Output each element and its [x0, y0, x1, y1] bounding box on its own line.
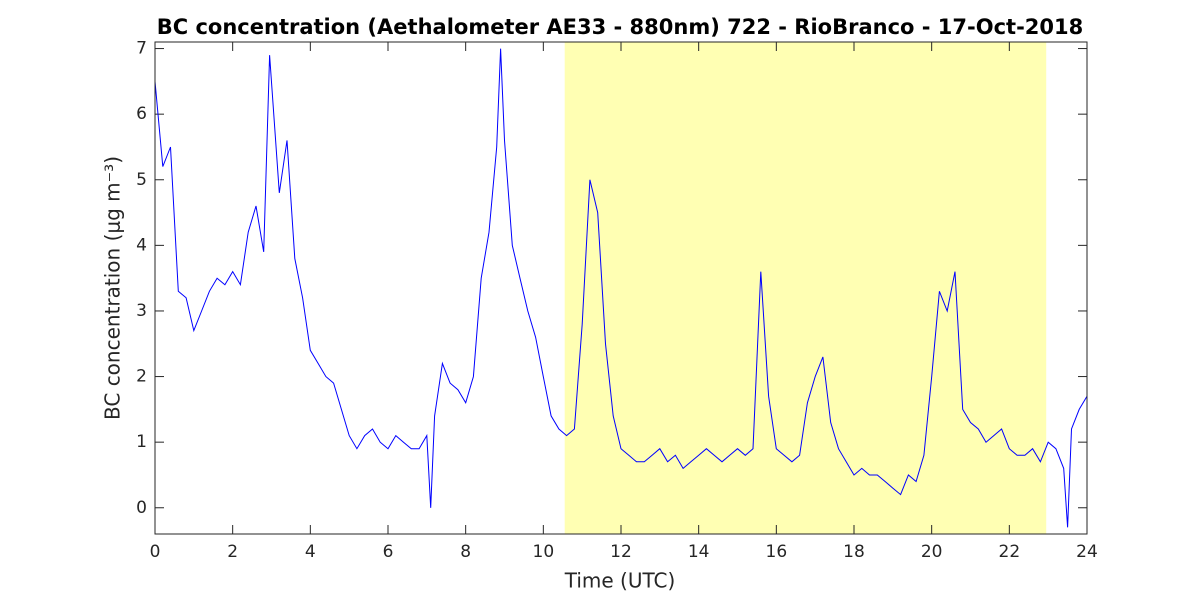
y-axis-label: BC concentration (μg m⁻³): [101, 156, 125, 420]
y-tick-label: 0: [136, 498, 147, 518]
x-tick-label: 24: [1076, 542, 1098, 562]
y-tick-label: 4: [136, 235, 147, 255]
y-tick-label: 6: [136, 104, 147, 124]
plot-frame: [154, 41, 1088, 535]
x-tick-label: 0: [150, 542, 161, 562]
x-tick-label: 10: [533, 542, 555, 562]
x-tick-label: 12: [610, 542, 632, 562]
x-tick-label: 16: [766, 542, 788, 562]
x-tick-label: 22: [999, 542, 1021, 562]
y-tick-label: 5: [136, 170, 147, 190]
x-tick-label: 4: [305, 542, 316, 562]
y-tick-label: 1: [136, 432, 147, 452]
x-tick-label: 8: [460, 542, 471, 562]
chart-title: BC concentration (Aethalometer AE33 - 88…: [157, 15, 1083, 39]
shaded-period: [564, 42, 1047, 534]
x-tick-label: 20: [921, 542, 943, 562]
y-tick-label: 3: [136, 301, 147, 321]
data-line: [154, 48, 1088, 528]
x-tick-label: 14: [688, 542, 710, 562]
y-tick-label: 2: [136, 367, 147, 387]
y-tick-label: 7: [136, 39, 147, 59]
x-tick-label: 18: [843, 542, 865, 562]
x-tick-label: 6: [383, 542, 394, 562]
x-tick-label: 2: [227, 542, 238, 562]
x-axis-label: Time (UTC): [564, 569, 676, 593]
